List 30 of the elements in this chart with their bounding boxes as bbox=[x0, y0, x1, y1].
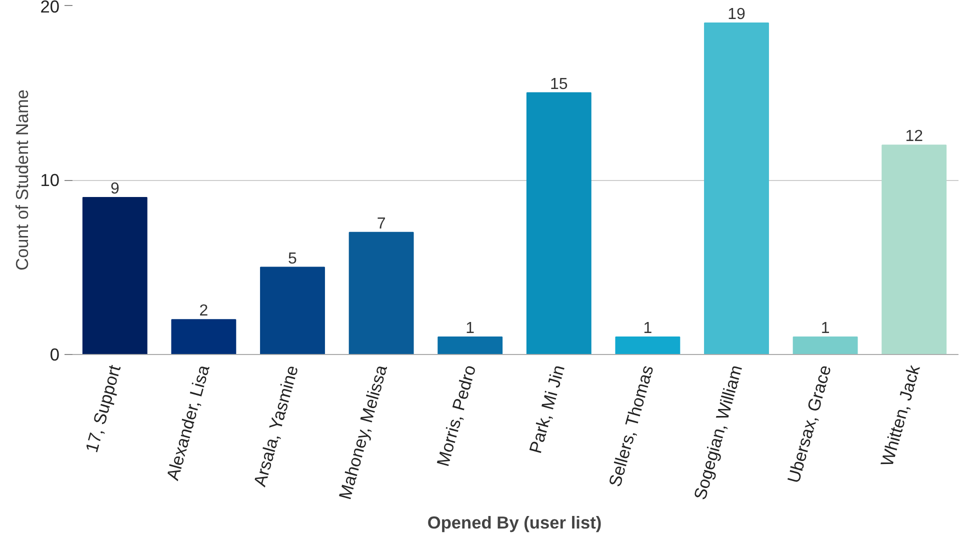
bar bbox=[438, 336, 503, 354]
bar bbox=[882, 144, 947, 354]
data-label: 9 bbox=[110, 180, 120, 198]
data-label: 1 bbox=[466, 320, 475, 338]
data-label: 15 bbox=[550, 76, 568, 93]
data-label: 5 bbox=[288, 250, 298, 268]
bar bbox=[526, 92, 592, 354]
bar bbox=[171, 319, 236, 354]
x-tick-label: Sellers, Thomas bbox=[604, 362, 658, 489]
data-label: 12 bbox=[905, 128, 924, 146]
x-tick-label: Morris, Pedro bbox=[432, 362, 480, 468]
data-label: 2 bbox=[199, 302, 208, 320]
x-tick-label: 17, Support bbox=[81, 362, 125, 455]
y-tick-label: 10 bbox=[40, 170, 60, 190]
data-label: 1 bbox=[820, 320, 830, 338]
x-axis-title: Opened By (user list) bbox=[427, 512, 602, 532]
x-tick-label: Arsala, Yasmine bbox=[249, 363, 302, 488]
x-tick-label: Park, Mi Jin bbox=[525, 362, 569, 456]
y-tick-label: 0 bbox=[50, 344, 60, 364]
y-tick-label: 20 bbox=[40, 0, 60, 16]
data-label: 1 bbox=[643, 320, 652, 338]
bar bbox=[348, 232, 414, 354]
bar bbox=[260, 266, 325, 354]
data-label: 19 bbox=[728, 6, 746, 23]
bar bbox=[704, 22, 769, 354]
bar bbox=[82, 196, 148, 354]
bar bbox=[615, 336, 680, 354]
bar bbox=[792, 336, 858, 354]
data-label: 7 bbox=[376, 215, 386, 232]
y-axis-title: Count of Student Name bbox=[12, 89, 32, 271]
